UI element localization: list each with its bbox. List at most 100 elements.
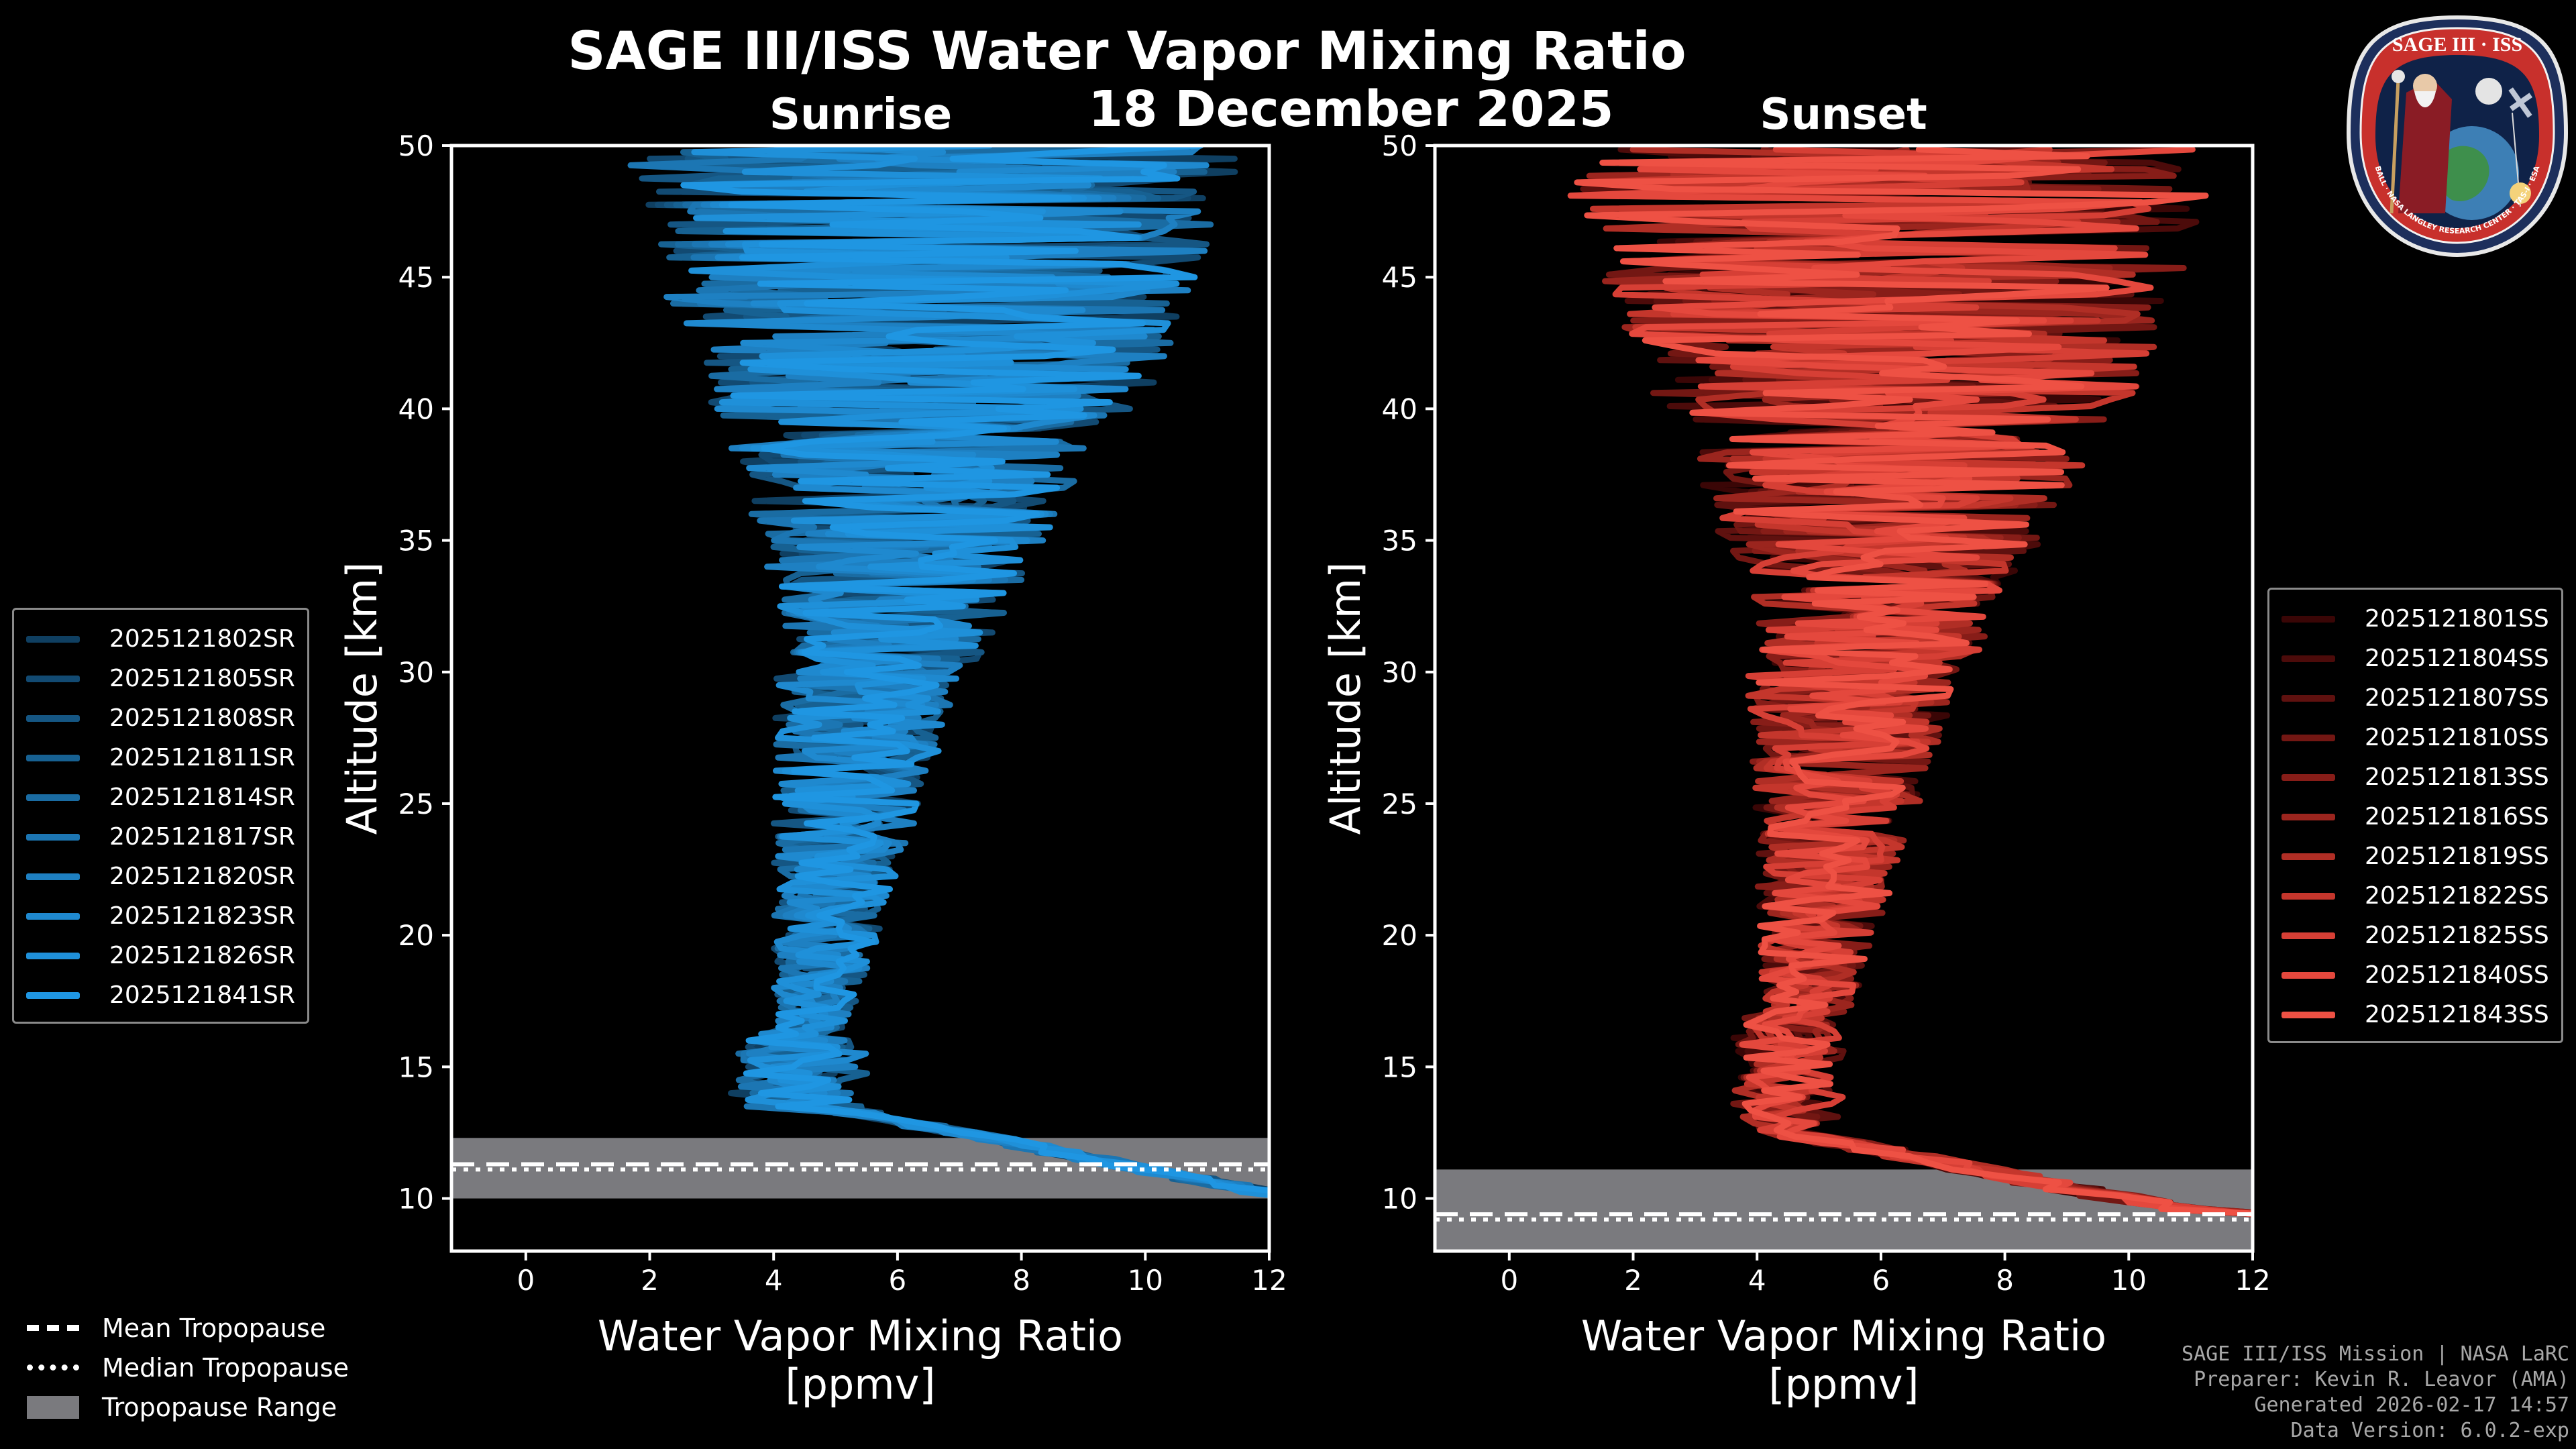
legend-swatch: [26, 833, 80, 841]
legend-swatch: [2282, 971, 2335, 979]
tropopause-range-label: Tropopause Range: [102, 1392, 337, 1422]
legend-label: 2025121804SS: [2365, 645, 2549, 672]
legend-swatch: [26, 952, 80, 959]
legend-swatch: [26, 873, 80, 880]
series-line-2025121826SR: [688, 146, 1269, 1198]
legend-entry: 2025121820SR: [26, 857, 295, 896]
badge-title: SAGE III · ISS: [2392, 34, 2522, 56]
legend-swatch: [2282, 734, 2335, 741]
legend-label: 2025121816SS: [2365, 803, 2549, 830]
legend-entry: 2025121825SS: [2282, 916, 2549, 955]
legend-swatch: [2282, 615, 2335, 623]
legend-swatch: [26, 794, 80, 801]
legend-label: 2025121823SR: [109, 902, 295, 930]
legend-swatch: [26, 912, 80, 920]
mean-tropopause-entry: Mean Tropopause: [27, 1308, 349, 1348]
x-axis-label: Water Vapor Mixing Ratio: [1581, 1311, 2106, 1360]
legend-entry: 2025121811SR: [26, 738, 295, 777]
y-tick-label: 40: [1382, 392, 1417, 425]
x-tick-label: 4: [1748, 1264, 1766, 1297]
legend-entry: 2025121813SS: [2282, 757, 2549, 797]
legend-label: 2025121819SS: [2365, 843, 2549, 870]
legend-swatch: [26, 754, 80, 761]
y-tick-label: 20: [398, 919, 434, 952]
legend-swatch: [2282, 694, 2335, 702]
x-tick-label: 12: [2235, 1264, 2270, 1297]
y-tick-label: 25: [398, 788, 434, 820]
plot-frame: [1433, 144, 2255, 1253]
y-tick-label: 10: [1382, 1183, 1417, 1216]
legend-entry: 2025121819SS: [2282, 837, 2549, 876]
legend-swatch: [2282, 813, 2335, 820]
sage-mission-badge-icon: SAGE III · ISS BALL · NASA LANGLEY RESEA…: [2346, 15, 2569, 258]
legend-entry: 2025121826SR: [26, 936, 295, 975]
plot-frame: [449, 144, 1271, 1253]
legend-entry: 2025121817SR: [26, 817, 295, 857]
legend-label: 2025121807SS: [2365, 684, 2549, 712]
median-tropopause-label: Median Tropopause: [102, 1352, 349, 1383]
legend-label: 2025121801SS: [2365, 605, 2549, 633]
legend-swatch: [2282, 1011, 2335, 1018]
tropopause-range-band: [1435, 1169, 2253, 1251]
legend-label: 2025121826SR: [109, 942, 295, 969]
x-tick-label: 8: [1996, 1264, 2014, 1297]
legend-swatch: [2282, 773, 2335, 781]
y-tick-label: 30: [398, 656, 434, 689]
y-tick-label: 50: [398, 129, 434, 162]
tropopause-range-entry: Tropopause Range: [27, 1387, 349, 1427]
subtitle-sunrise: Sunrise: [769, 90, 952, 140]
dotted-line-icon: [27, 1364, 79, 1371]
x-tick-label: 2: [641, 1264, 659, 1297]
series-line-2025121841SR: [680, 146, 1269, 1194]
credits-version: Data Version: 6.0.2-exp: [2290, 1419, 2569, 1442]
legend-label: 2025121840SS: [2365, 961, 2549, 989]
legend-label: 2025121813SS: [2365, 763, 2549, 791]
subtitle-date: 18 December 2025: [1089, 80, 1614, 138]
legend-entry: 2025121814SR: [26, 777, 295, 817]
legend-entry: 2025121802SR: [26, 619, 295, 659]
legend-label: 2025121805SR: [109, 665, 295, 692]
dash-icon: [27, 1325, 79, 1331]
x-tick-label: 10: [2111, 1264, 2147, 1297]
sunset-panel: 0 2 4 6 8 10 12 10 15 20 25 30 35 40 45 50 Water Vapor M…: [1321, 129, 2271, 1409]
legend-label: 2025121843SS: [2365, 1001, 2549, 1028]
legend-label: 2025121841SR: [109, 981, 295, 1009]
credits-mission: SAGE III/ISS Mission | NASA LaRC: [2182, 1342, 2569, 1366]
legend-label: 2025121810SS: [2365, 724, 2549, 751]
credits-block: SAGE III/ISS Mission | NASA LaRC Prepare…: [2182, 1342, 2569, 1444]
legend-entry: 2025121805SR: [26, 659, 295, 698]
x-tick-label: 6: [1872, 1264, 1890, 1297]
series-line-2025121843SS: [1574, 146, 2253, 1217]
legend-swatch: [26, 675, 80, 682]
x-tick-label: 12: [1251, 1264, 1287, 1297]
data-layer: [451, 146, 1269, 1199]
legend-label: 2025121825SS: [2365, 922, 2549, 949]
legend-swatch: [2282, 853, 2335, 860]
median-tropopause-entry: Median Tropopause: [27, 1348, 349, 1387]
y-axis-label: Altitude [km]: [337, 562, 386, 835]
y-tick-label: 10: [398, 1183, 434, 1216]
y-tick-label: 15: [398, 1051, 434, 1083]
legend-entry: 2025121810SS: [2282, 718, 2549, 757]
legend-entry: 2025121823SR: [26, 896, 295, 936]
legend-entry: 2025121840SS: [2282, 955, 2549, 995]
x-tick-label: 8: [1012, 1264, 1030, 1297]
figure-title: SAGE III/ISS Water Vapor Mixing Ratio: [568, 21, 1686, 82]
data-layer: [1435, 146, 2253, 1251]
tropopause-legend: Mean Tropopause Median Tropopause Tropop…: [27, 1308, 349, 1427]
y-tick-label: 30: [1382, 656, 1417, 689]
sunrise-panel: 0 2 4 6 8 10 12 10 15 20 25 30 35 40 45 50 Water Vapor M…: [337, 129, 1287, 1409]
legend-entry: 2025121822SS: [2282, 876, 2549, 916]
y-tick-label: 20: [1382, 919, 1417, 952]
legend-label: 2025121817SR: [109, 823, 295, 851]
series-line-2025121823SR: [683, 146, 1269, 1198]
legend-swatch: [2282, 655, 2335, 662]
y-axis-label: Altitude [km]: [1321, 562, 1370, 835]
x-tick-label: 2: [1624, 1264, 1642, 1297]
y-tick-label: 45: [1382, 261, 1417, 294]
x-axis-unit-label: [ppmv]: [1768, 1360, 1919, 1409]
y-tick-label: 35: [1382, 525, 1417, 557]
legend-label: 2025121822SS: [2365, 882, 2549, 910]
legend-entry: 2025121804SS: [2282, 639, 2549, 678]
